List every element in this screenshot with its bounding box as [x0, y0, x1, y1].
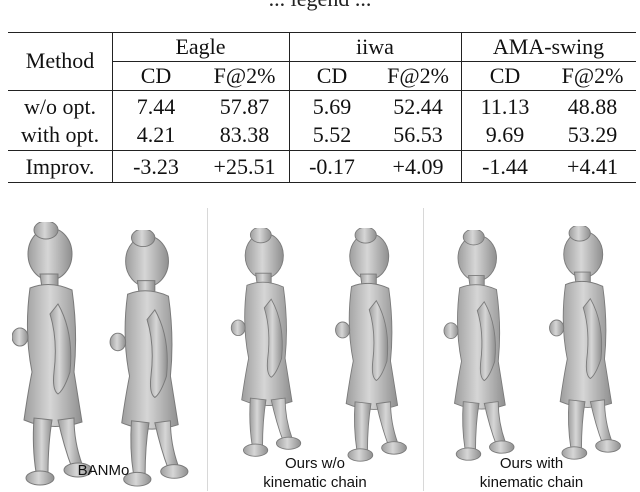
- row-label: w/o opt.: [23, 94, 97, 119]
- panel-divider: [423, 208, 424, 491]
- panel-caption-ours-wo-kinematic: Ours w/o kinematic chain: [207, 454, 423, 492]
- table-cell: 53.29: [567, 122, 618, 147]
- table-cell: 52.44: [393, 94, 443, 119]
- metric-header-cd: CD: [140, 63, 172, 88]
- table-cell: -0.17: [309, 154, 355, 179]
- caption-line: kinematic chain: [479, 474, 584, 491]
- group-header-iiwa: iiwa: [356, 34, 394, 59]
- table-cell: 57.87: [219, 94, 270, 119]
- table-cell: 5.69: [312, 94, 352, 119]
- cut-off-caption-line: ... legend ...: [0, 0, 640, 11]
- mesh-reconstruction-figure: [230, 228, 302, 457]
- table-cell: +25.51: [213, 154, 276, 179]
- table-header-rule: [8, 90, 636, 91]
- table-cell: 5.52: [312, 122, 352, 147]
- mesh-reconstruction-figure: [12, 222, 92, 486]
- method-header: Method: [25, 48, 95, 73]
- table-body-rule: [8, 150, 636, 151]
- metric-header-cd: CD: [489, 63, 521, 88]
- metric-header-f2: F@2%: [387, 63, 449, 88]
- table-cell: +4.41: [567, 154, 618, 179]
- table-cell: 9.69: [485, 122, 525, 147]
- mesh-reconstruction-figure: [549, 226, 621, 460]
- table-vrule-1: [112, 32, 113, 182]
- table-cell: -1.44: [482, 154, 528, 179]
- table-cell: 56.53: [393, 122, 443, 147]
- metric-header-cd: CD: [316, 63, 348, 88]
- panel-divider: [207, 208, 208, 491]
- metric-header-f2: F@2%: [561, 63, 624, 88]
- row-label: with opt.: [20, 122, 100, 147]
- mesh-reconstruction-figure: [443, 230, 515, 461]
- comparison-figure: BANMo Ours w/o kinematic chain Ours with…: [0, 208, 640, 491]
- caption-line: Ours with: [499, 455, 564, 472]
- row-label: Improv.: [25, 154, 95, 179]
- table-top-rule: [8, 32, 636, 33]
- panel-caption-ours-with-kinematic: Ours with kinematic chain: [423, 454, 640, 492]
- group-header-eagle: Eagle: [175, 34, 226, 59]
- caption-line: kinematic chain: [263, 474, 367, 491]
- mesh-reconstruction-figure: [335, 228, 407, 462]
- mesh-reconstruction-figure: [109, 230, 189, 487]
- table-cell: 4.21: [136, 122, 176, 147]
- table-vrule-3: [461, 32, 462, 182]
- metric-header-f2: F@2%: [213, 63, 276, 88]
- group-subheader-rule: [112, 61, 636, 62]
- table-cell: 11.13: [480, 94, 530, 119]
- group-header-ama-swing: AMA-swing: [492, 34, 605, 59]
- caption-line: Ours w/o: [284, 455, 345, 472]
- panel-caption-banmo: BANMo: [0, 461, 207, 480]
- table-cell: 83.38: [219, 122, 270, 147]
- table-vrule-2: [289, 32, 290, 182]
- table-bottom-rule: [8, 182, 636, 183]
- table-cell: 48.88: [567, 94, 618, 119]
- table-cell: +4.09: [392, 154, 444, 179]
- table-cell: -3.23: [133, 154, 179, 179]
- caption-line: BANMo: [77, 462, 130, 479]
- table-cell: 7.44: [136, 94, 176, 119]
